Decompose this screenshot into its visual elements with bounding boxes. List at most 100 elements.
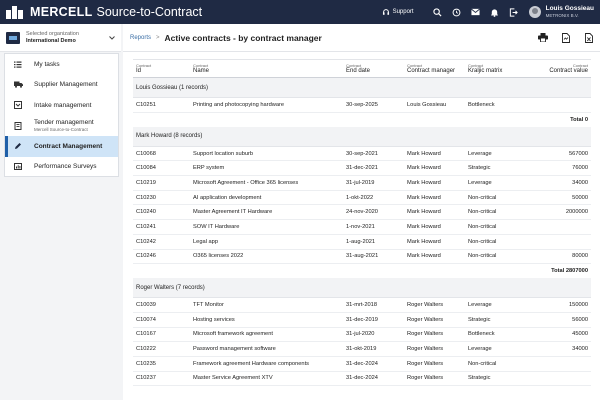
cell-contract-manager: Mark Howard [407,165,441,172]
sidebar-item-tender-management[interactable]: Tender management Mercell Source-to-Cont… [5,116,118,137]
page-header: Reports > Active contracts - by contract… [123,24,600,52]
table-row[interactable]: C10235 Framework agreement Hardware compo… [133,357,591,372]
group-total: Total 2807000 [551,268,588,275]
cell-id: C10219 [136,179,156,186]
cell-name: O365 licenses 2022 [193,253,244,260]
group-header: Mark Howard (8 records) [133,126,591,147]
cell-contract-value: 34000 [572,346,588,353]
cell-id: C10222 [136,346,156,353]
column-header-kraljic-matrix[interactable]: Contract Kraljic matrix [468,63,503,74]
table-row[interactable]: C10219 Microsoft Agreement - Office 365 l… [133,176,591,191]
cell-id: C10246 [136,253,156,260]
bell-icon[interactable] [485,0,504,24]
table-row[interactable]: C10240 Master Agreement IT Hardware 24-nov… [133,205,591,221]
page-title: Active contracts - by contract manager [164,32,322,43]
cell-contract-value: 80000 [572,253,588,260]
cell-id: C10241 [136,223,156,230]
table-row[interactable]: C10241 SOW IT Hardware 1-nov-2021 Mark Howa… [133,220,591,235]
cell-end-date: 30-sep-2021 [346,150,378,157]
print-icon [537,33,548,42]
report-table: Contract Id Contract Name Contract End date… [133,59,591,387]
table-row[interactable]: C10068 Support location suburb 30-sep-2021… [133,147,591,162]
table-row[interactable]: C10039 TFT Monitor 31-mrt-2018 Roger Walter… [133,298,591,313]
cell-contract-value: 56000 [572,316,588,323]
cell-kraljic-matrix: Strategic [468,316,491,323]
table-row[interactable]: C10074 Hosting services 31-dec-2019 Roger W… [133,313,591,328]
table-row[interactable]: C10246 O365 licenses 2022 31-aug-2021 Mark … [133,250,591,265]
export-excel-button[interactable] [577,28,600,48]
cell-kraljic-matrix: Leverage [468,302,492,309]
export-document-button[interactable] [554,28,577,48]
survey-icon [13,162,23,172]
sidebar-item-label: Contract Management [34,142,103,150]
group-total: Total 0 [570,116,588,123]
cell-contract-value: 2000000 [565,209,588,216]
cell-name: Master Service Agreement XTV [193,375,273,382]
cell-contract-manager: Mark Howard [407,253,441,260]
cell-end-date: 31-jul-2019 [346,179,375,186]
cell-kraljic-matrix: Non-critical [468,360,497,367]
cell-kraljic-matrix: Non-critical [468,238,497,245]
sidebar-item-label: Tender management [34,118,94,126]
print-button[interactable] [531,28,554,48]
breadcrumb-reports[interactable]: Reports [130,34,152,41]
cell-end-date: 31-dec-2024 [346,375,378,382]
cell-contract-manager: Louis Gossieau [407,101,447,108]
mail-icon[interactable] [466,0,485,24]
cell-name: TFT Monitor [193,302,224,309]
cell-end-date: 31-dec-2021 [346,165,378,172]
table-row[interactable]: C10084 ERP system 31-dec-2021 Mark Howard St… [133,161,591,177]
brand[interactable]: MERCELL Source-to-Contract [6,5,202,19]
search-icon[interactable] [428,0,447,24]
cell-end-date: 31-mrt-2018 [346,302,377,309]
exit-icon[interactable] [504,0,523,24]
column-header-name[interactable]: Contract Name [193,63,210,74]
user-menu[interactable]: Louis Gossieau METRONIX B.V. [528,5,594,19]
organization-logo-icon [6,31,20,44]
cell-id: C10251 [136,101,156,108]
sidebar-item-my-tasks[interactable]: My tasks [5,54,118,75]
cell-contract-manager: Mark Howard [407,150,441,157]
column-header-contract-manager[interactable]: Contract Contract manager [407,63,456,74]
cell-end-date: 31-dec-2019 [346,316,378,323]
headset-icon [382,9,389,15]
history-icon[interactable] [447,0,466,24]
export-document-icon [561,32,570,43]
export-excel-icon [584,32,593,43]
cell-id: C10039 [136,302,156,309]
organization-selector[interactable]: Selected organization International Demo [0,24,121,52]
table-row[interactable]: C10167 Microsoft framework agreement 31-ju… [133,328,591,343]
table-row[interactable]: C10251 Printing and photocopying hardware… [133,98,591,113]
table-row[interactable]: C10242 Legal app 1-aug-2021 Mark Howard Non-… [133,235,591,250]
sidebar-item-supplier-management[interactable]: Supplier Management [5,75,118,96]
cell-id: C10074 [136,316,156,323]
cell-end-date: 31-jul-2020 [346,331,375,338]
cell-end-date: 1-nov-2021 [346,223,375,230]
sidebar-item-contract-management[interactable]: Contract Management [5,136,118,157]
table-row[interactable]: C10230 AI application development 1-okt-20… [133,191,591,206]
table-row[interactable]: C10237 Master Service Agreement XTV 31-dec… [133,372,591,387]
sidebar-item-sublabel: Mercell Source-to-Contract [34,126,88,132]
cell-id: C10068 [136,150,156,157]
cell-end-date: 30-sep-2025 [346,101,378,108]
table-row[interactable]: C10222 Password management software 31-okt… [133,342,591,357]
cell-end-date: 31-okt-2019 [346,346,377,353]
support-button[interactable]: Support [382,8,414,16]
cell-contract-manager: Roger Walters [407,331,444,338]
cell-kraljic-matrix: Bottleneck [468,331,495,338]
cell-id: C10235 [136,360,156,367]
sidebar-item-performance-surveys[interactable]: Performance Surveys [5,157,118,178]
sidebar-nav: My tasks Supplier Management Intake mana… [4,53,119,177]
top-bar: MERCELL Source-to-Contract Support Louis… [0,0,600,24]
column-header-contract-value[interactable]: Contract Contract value [549,63,588,74]
cell-kraljic-matrix: Bottleneck [468,101,495,108]
support-label: Support [392,9,414,15]
cell-id: C10230 [136,194,156,201]
sidebar-item-intake-management[interactable]: Intake management [5,95,118,116]
cell-name: AI application development [193,194,262,201]
cell-kraljic-matrix: Non-critical [468,223,497,230]
column-header-end-date[interactable]: Contract End date [346,63,371,74]
column-header-id[interactable]: Contract Id [136,63,152,74]
cell-contract-manager: Roger Walters [407,316,444,323]
cell-id: C10240 [136,209,156,216]
